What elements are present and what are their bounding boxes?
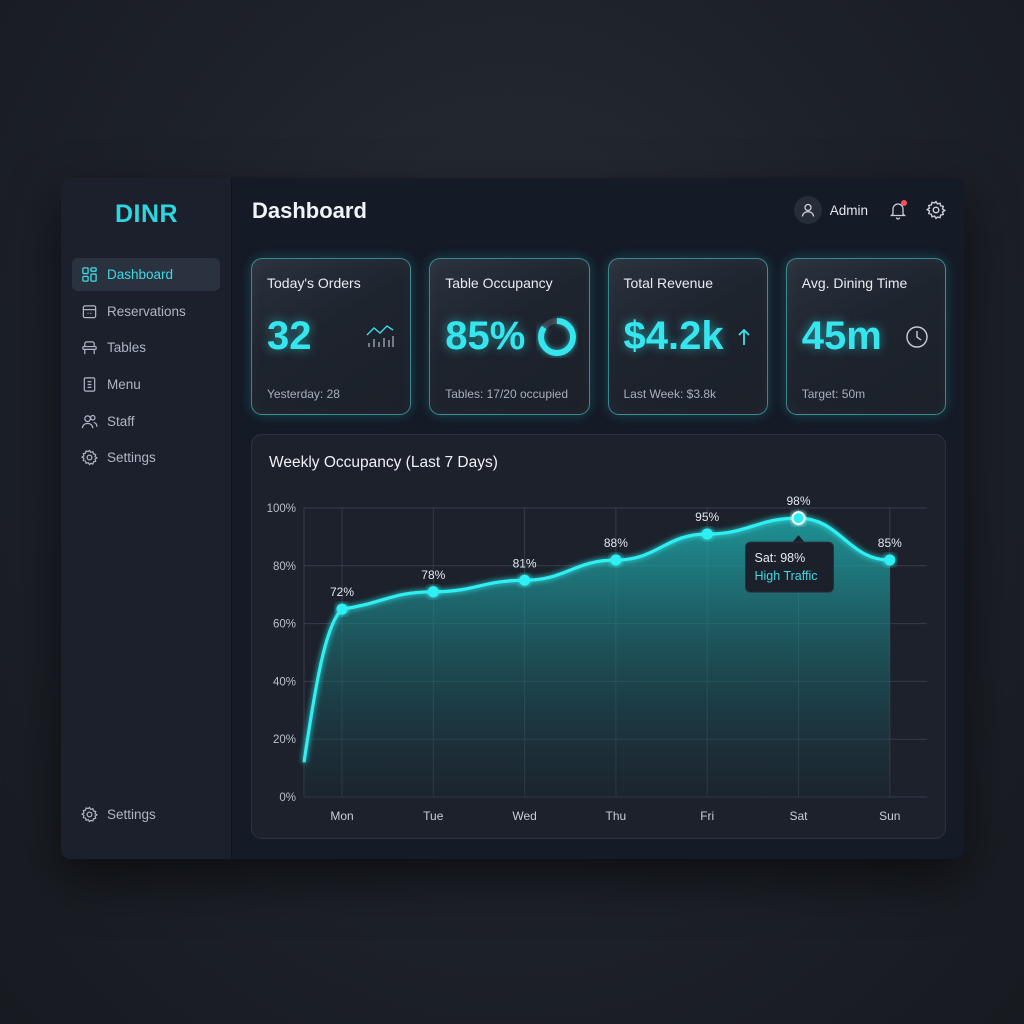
data-label: 98% (786, 494, 810, 508)
user-icon (801, 203, 814, 217)
card-subtext: Yesterday: 28 (267, 387, 340, 401)
trend-chart-icon (366, 325, 394, 347)
sidebar-item-label: Menu (107, 377, 141, 393)
menu-document-icon (81, 376, 98, 393)
settings-button[interactable] (926, 200, 946, 220)
notification-badge (901, 200, 907, 206)
sidebar-item-settings-bottom[interactable]: Settings (72, 798, 220, 831)
x-tick-label: Fri (700, 809, 714, 823)
app-logo: DINR (114, 200, 179, 228)
user-name[interactable]: Admin (829, 202, 868, 218)
x-tick-label: Tue (423, 809, 444, 823)
card-total-revenue[interactable]: Total Revenue $4.2k Last Week: $3.8k (607, 258, 768, 415)
x-tick-label: Thu (606, 809, 627, 823)
card-subtext: Target: 50m (801, 387, 866, 401)
data-point[interactable] (884, 554, 896, 566)
topbar-actions: Admin (793, 196, 946, 224)
data-label: 78% (421, 568, 445, 582)
gear-icon (81, 806, 98, 823)
data-label: 95% (695, 510, 719, 524)
card-title: Table Occupancy (445, 275, 553, 291)
x-tick-label: Sat (789, 809, 808, 823)
sidebar-item-settings[interactable]: Settings (72, 441, 220, 474)
tooltip-note: High Traffic (755, 569, 818, 583)
sidebar-nav: Dashboard Reservations Tables Menu (72, 258, 220, 478)
data-point[interactable] (701, 528, 713, 540)
chart-title: Weekly Occupancy (Last 7 Days) (269, 454, 498, 471)
card-avg-dining-time[interactable]: Avg. Dining Time 45m Target: 50m (785, 258, 946, 415)
clock-icon (906, 326, 928, 348)
data-label: 81% (513, 556, 537, 570)
y-tick-label: 0% (279, 792, 296, 804)
data-point[interactable] (336, 603, 348, 615)
bell-icon (889, 203, 907, 220)
sidebar-item-dashboard[interactable]: Dashboard (72, 258, 220, 291)
avatar[interactable] (793, 196, 822, 224)
gear-icon (81, 449, 98, 466)
calendar-icon (81, 303, 98, 320)
data-label: 72% (330, 585, 354, 599)
data-point[interactable] (519, 574, 531, 586)
sidebar-item-label: Tables (107, 340, 147, 356)
sidebar-item-menu[interactable]: Menu (72, 368, 220, 401)
data-label: 88% (604, 536, 628, 550)
sidebar-bottom: Settings (72, 798, 220, 835)
app-window: DINR Dashboard Reservations Tables (61, 178, 964, 859)
occupancy-area-chart[interactable]: 0% 20% 40% 60% 80% 100% Mon Tue Wed Thu Fri Sat Sun 7… (252, 435, 946, 840)
y-tick-label: 80% (273, 561, 296, 573)
card-subtext: Tables: 17/20 occupied (445, 387, 569, 401)
sidebar-item-staff[interactable]: Staff (72, 405, 220, 438)
sidebar-item-label: Reservations (107, 303, 186, 319)
occupancy-area (304, 518, 890, 797)
card-title: Avg. Dining Time (801, 275, 908, 291)
card-todays-orders[interactable]: Today's Orders 32 Yesterday: 28 (251, 258, 412, 415)
x-tick-label: Sun (879, 809, 900, 823)
sidebar-item-label: Staff (107, 413, 135, 429)
chart-tooltip: Sat: 98% High Traffic (745, 535, 834, 593)
y-tick-label: 40% (273, 676, 296, 688)
kpi-cards: Today's Orders 32 Yesterday: 28 Table Oc… (251, 258, 946, 415)
data-label: 85% (878, 536, 902, 550)
x-tick-label: Mon (330, 809, 353, 823)
sidebar-item-label: Settings (107, 450, 156, 466)
gear-icon (926, 200, 946, 220)
card-value: $4.2k (623, 314, 724, 358)
main-content: Dashboard Admin Today's Orders 32 Yester… (232, 178, 964, 859)
donut-progress-icon (538, 318, 577, 356)
sidebar-item-reservations[interactable]: Reservations (72, 295, 220, 328)
data-point[interactable] (610, 554, 622, 566)
x-tick-label: Wed (512, 809, 536, 823)
card-value: 45m (801, 314, 882, 358)
sidebar-item-label: Settings (107, 807, 156, 823)
tooltip-value: Sat: 98% (755, 551, 806, 565)
table-icon (81, 339, 98, 356)
card-title: Total Revenue (623, 275, 714, 291)
sidebar: DINR Dashboard Reservations Tables (61, 178, 232, 859)
y-tick-label: 20% (273, 734, 296, 746)
card-value: 85% (445, 314, 526, 358)
weekly-occupancy-chart: Weekly Occupancy (Last 7 Days) 0% 20% 40% 6… (251, 434, 946, 839)
sidebar-item-label: Dashboard (107, 267, 174, 282)
card-title: Today's Orders (267, 275, 361, 291)
sidebar-item-tables[interactable]: Tables (72, 331, 220, 364)
card-value: 32 (267, 314, 312, 358)
arrow-up-icon (737, 328, 750, 345)
data-point[interactable] (427, 586, 439, 598)
users-icon (81, 413, 98, 430)
y-tick-label: 60% (273, 619, 296, 631)
dashboard-grid-icon (81, 266, 98, 283)
card-table-occupancy[interactable]: Table Occupancy 85% Tables: 17/20 occupi… (429, 258, 590, 415)
data-point[interactable] (791, 511, 806, 526)
y-tick-label: 100% (267, 503, 296, 515)
page-title: Dashboard (252, 198, 367, 223)
card-subtext: Last Week: $3.8k (623, 387, 717, 401)
notifications-button[interactable] (888, 200, 908, 220)
